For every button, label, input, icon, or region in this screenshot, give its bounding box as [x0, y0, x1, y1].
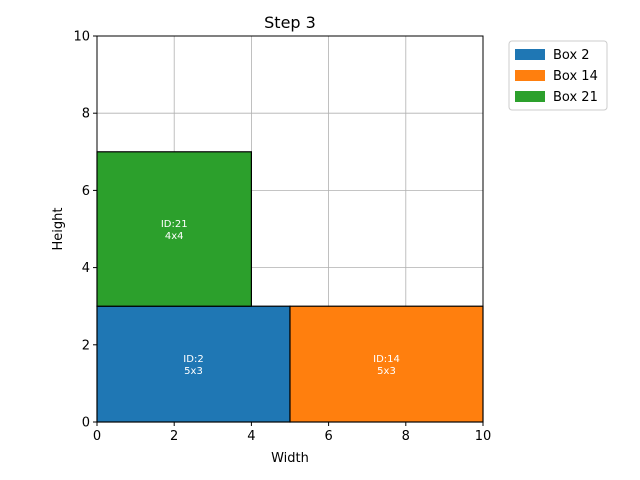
x-tick-label: 8	[402, 429, 410, 444]
box-size-label-2: 4x4	[165, 231, 184, 242]
ticks: 0 2 4 6 8 10 0 2 4 6 8 10	[73, 30, 491, 445]
box-id-label-0: ID:2	[183, 354, 203, 365]
legend: Box 2 Box 14 Box 21	[508, 40, 608, 111]
box-size-label-0: 5x3	[184, 366, 203, 377]
legend-entry-2: Box 21	[553, 90, 598, 105]
plot-frame	[96, 35, 484, 423]
x-tick-label: 0	[93, 429, 101, 444]
y-tick-label: 10	[73, 30, 90, 45]
x-axis-label: Width	[271, 451, 309, 466]
y-tick-label: 0	[82, 416, 90, 431]
box-size-label-1: 5x3	[377, 366, 396, 377]
legend-entry-0: Box 2	[553, 48, 590, 63]
y-axis-label: Height	[51, 208, 66, 251]
y-tick-label: 2	[82, 338, 90, 353]
y-tick-label: 8	[82, 107, 90, 122]
x-tick-label: 6	[324, 429, 332, 444]
x-tick-label: 2	[170, 429, 178, 444]
chart-title: Step 3	[264, 13, 316, 32]
box-id-label-1: ID:14	[373, 354, 400, 365]
legend-swatch-0	[515, 49, 545, 60]
box-rect-2	[96, 151, 252, 307]
box-rect-0	[96, 305, 291, 423]
legend-swatch-1	[515, 70, 545, 81]
x-tick-label: 10	[475, 429, 492, 444]
y-tick-label: 4	[82, 261, 90, 276]
x-tick-label: 4	[247, 429, 255, 444]
y-tick-label: 6	[82, 184, 90, 199]
legend-entry-1: Box 14	[553, 69, 598, 84]
legend-swatch-2	[515, 91, 545, 102]
box-rect-1	[289, 305, 484, 423]
box-id-label-2: ID:21	[161, 219, 188, 230]
